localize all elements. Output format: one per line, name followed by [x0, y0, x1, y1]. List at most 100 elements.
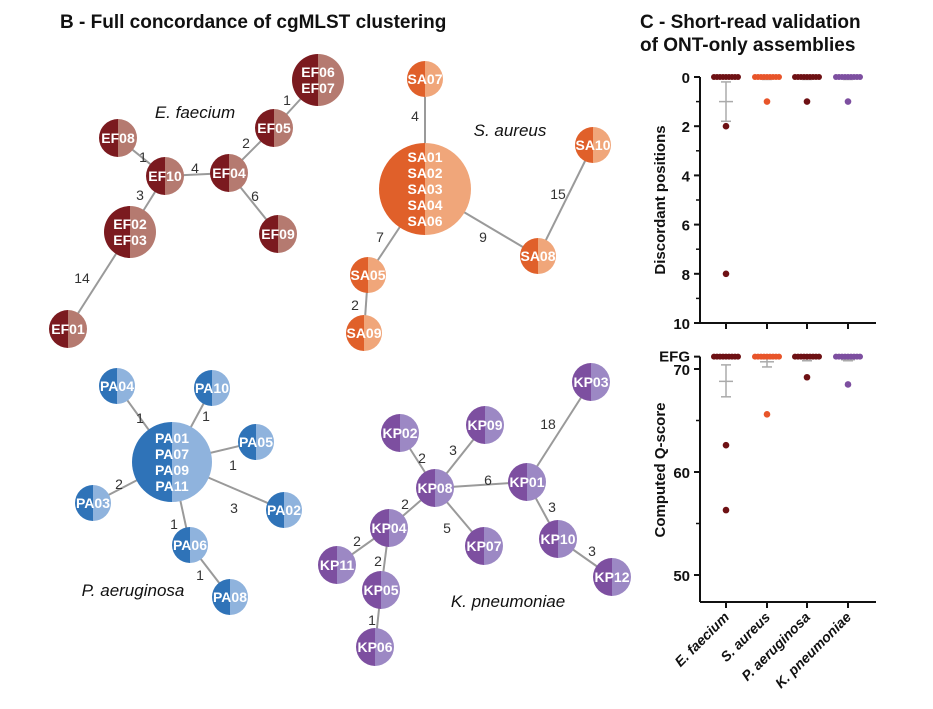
node-pa04[interactable]: PA04: [99, 368, 135, 404]
node-pa02[interactable]: PA02: [266, 492, 302, 528]
node-kp05[interactable]: KP05: [362, 571, 400, 609]
data-point: [857, 353, 863, 360]
y-tick-label: 70: [673, 362, 690, 379]
panel-c-title-line1: C - Short-read validation: [640, 12, 861, 33]
node-right-half: [165, 157, 184, 195]
data-point-outlier: [722, 506, 730, 514]
node-ef08[interactable]: EF08: [99, 119, 137, 157]
edge-distance-label: 2: [242, 135, 250, 151]
node-ef09[interactable]: EF09: [259, 215, 297, 253]
node-sa07[interactable]: SA07: [407, 61, 443, 97]
node-ef04[interactable]: EF04: [210, 154, 248, 192]
node-left-half: [132, 422, 172, 502]
node-label: PA03: [76, 495, 110, 511]
node-right-half: [364, 315, 382, 351]
node-right-half: [190, 527, 208, 563]
data-point: [816, 74, 822, 80]
node-sa09[interactable]: SA09: [346, 315, 382, 351]
edge-distance-label: 2: [418, 450, 426, 466]
node-label: SA01: [407, 149, 442, 165]
node-right-half: [425, 61, 443, 97]
node-right-half: [425, 143, 471, 235]
node-right-half: [368, 257, 386, 293]
node-kp04[interactable]: KP04: [370, 509, 408, 547]
edge-distance-label: 14: [74, 270, 90, 286]
node-label: KP08: [417, 480, 452, 496]
node-label: EF07: [301, 80, 335, 96]
node-sa10[interactable]: SA10: [575, 127, 611, 163]
node-sa08[interactable]: SA08: [520, 238, 556, 274]
edge-distance-label: 18: [540, 416, 556, 432]
edge-distance-label: 1: [196, 567, 204, 583]
edge-distance-label: 4: [191, 160, 199, 176]
node-left-half: [520, 238, 538, 274]
node-left-half: [266, 492, 284, 528]
edge-distance-label: 6: [484, 472, 492, 488]
node-label: SA05: [350, 267, 385, 283]
node-right-half: [558, 520, 577, 558]
node-right-half: [484, 527, 503, 565]
node-kp06[interactable]: KP06: [356, 628, 394, 666]
node-left-half: [49, 310, 68, 348]
node-label: SA08: [520, 248, 555, 264]
edge-distance-label: 15: [550, 186, 566, 202]
data-point-outlier: [722, 122, 730, 130]
node-right-half: [229, 154, 248, 192]
network-edge: [537, 144, 594, 257]
y-tick-label: 2: [682, 119, 690, 136]
node-right-half: [278, 215, 297, 253]
node-kp03[interactable]: KP03: [572, 363, 610, 401]
node-sa05[interactable]: SA05: [350, 257, 386, 293]
node-label: KP05: [363, 582, 398, 598]
edge-distance-label: 3: [136, 187, 144, 203]
node-pa06[interactable]: PA06: [172, 527, 208, 563]
node-label: EF03: [113, 232, 147, 248]
node-label: PA02: [267, 502, 301, 518]
node-left-half: [172, 527, 190, 563]
node-right-half: [230, 579, 248, 615]
node-label: SA02: [407, 165, 442, 181]
edge-distance-label: 2: [401, 496, 409, 512]
node-ef05[interactable]: EF05: [255, 109, 293, 147]
node-right-half: [381, 571, 400, 609]
node-pa05[interactable]: PA05: [238, 424, 274, 460]
node-left-half: [212, 579, 230, 615]
node-kp07[interactable]: KP07: [465, 527, 503, 565]
network-edge: [526, 381, 592, 483]
edge-distance-label: 1: [139, 149, 147, 165]
node-left-half: [99, 368, 117, 404]
node-kp01[interactable]: KP01: [508, 463, 546, 501]
node-right-half: [435, 469, 454, 507]
node-kp10[interactable]: KP10: [539, 520, 577, 558]
node-ef10[interactable]: EF10: [146, 157, 184, 195]
node-ef01[interactable]: EF01: [49, 310, 87, 348]
panel-c-title: C - Short-read validation of ONT-only as…: [640, 11, 861, 57]
node-label: KP07: [466, 538, 501, 554]
species-label: S. aureus: [474, 121, 547, 140]
node-label: SA06: [407, 213, 442, 229]
node-kp12[interactable]: KP12: [593, 558, 631, 596]
panel-c-title-line2: of ONT-only assemblies: [640, 35, 856, 56]
node-pa08[interactable]: PA08: [212, 579, 248, 615]
node-left-half: [508, 463, 527, 501]
node-pa10[interactable]: PA10: [194, 370, 230, 406]
edge-distance-label: 1: [170, 516, 178, 532]
node-label: PA11: [155, 478, 188, 494]
data-point: [776, 74, 782, 80]
y-tick-label: 50: [673, 568, 690, 585]
data-point-outlier: [722, 270, 730, 278]
y-tick-label: 0: [682, 70, 690, 87]
node-kp08[interactable]: KP08: [416, 469, 454, 507]
node-kp11[interactable]: KP11: [318, 546, 356, 584]
node-label: EF04: [212, 165, 246, 181]
node-kp09[interactable]: KP09: [466, 406, 504, 444]
node-right-half: [389, 509, 408, 547]
node-pa03[interactable]: PA03: [75, 485, 111, 521]
node-left-half: [379, 143, 425, 235]
node-kp02[interactable]: KP02: [381, 414, 419, 452]
panel-b-title: B - Full concordance of cgMLST clusterin…: [60, 12, 447, 33]
